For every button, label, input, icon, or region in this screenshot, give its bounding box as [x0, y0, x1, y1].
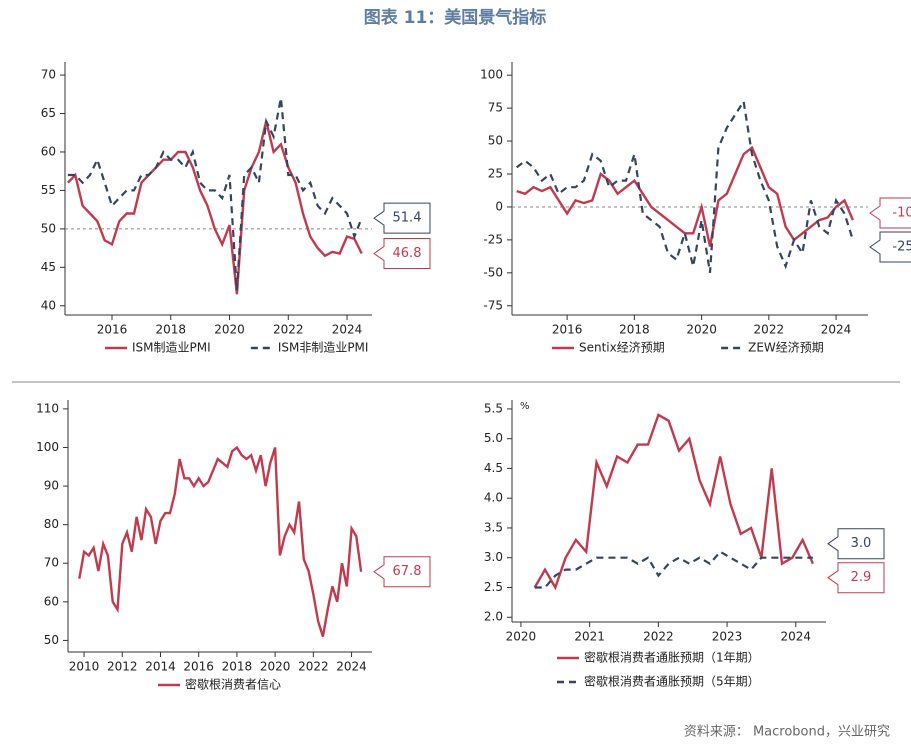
callout-label: 51.4 — [393, 211, 422, 226]
y-tick-label: 100 — [480, 68, 503, 82]
x-tick-label: 2018 — [222, 660, 253, 674]
x-tick-label: 2014 — [145, 660, 176, 674]
x-tick-label: 2023 — [712, 630, 743, 644]
y-tick-label: 5.0 — [484, 431, 503, 445]
x-tick-label: 2020 — [260, 660, 291, 674]
callout-label: 46.8 — [393, 246, 422, 261]
callout-label: -25 — [892, 240, 911, 255]
x-tick-label: 2024 — [336, 660, 367, 674]
legend-label: ZEW经济预期 — [748, 340, 824, 355]
x-tick-label: 2016 — [552, 323, 583, 337]
y-tick-label: 25 — [488, 167, 503, 181]
legend-label: ISM非制造业PMI — [278, 341, 369, 355]
x-tick-label: 2022 — [643, 630, 674, 644]
series-line — [516, 145, 855, 247]
callout-box — [373, 202, 431, 234]
y-tick-label: 65 — [41, 106, 56, 120]
x-tick-label: 2016 — [183, 660, 214, 674]
series-line — [78, 445, 363, 637]
legend-label: 密歇根消费者通胀预期（5年期） — [584, 674, 760, 689]
legend-label: 密歇根消费者通胀预期（1年期） — [584, 650, 760, 665]
y-tick-label: 100 — [36, 440, 59, 454]
y-tick-label: 3.5 — [484, 520, 503, 534]
series-line — [534, 550, 813, 589]
y-tick-label: 60 — [44, 594, 59, 608]
x-tick-label: 2010 — [69, 660, 100, 674]
y-tick-label: 50 — [41, 221, 56, 235]
y-tick-label: 0 — [495, 199, 503, 213]
x-tick-label: 2020 — [506, 630, 537, 644]
y-tick-label: 2.5 — [484, 580, 503, 594]
x-tick-label: 2020 — [686, 323, 717, 337]
y-tick-label: 90 — [44, 479, 59, 493]
source: 资料来源： Macrobond，兴业研究 — [684, 725, 890, 740]
y-tick-label: 4.5 — [484, 461, 503, 475]
y-tick-label: 5.5 — [484, 401, 503, 415]
series-line — [67, 97, 363, 291]
callout-box — [869, 197, 911, 229]
x-tick-label: 2021 — [574, 630, 605, 644]
callout-label: -10 — [892, 206, 911, 221]
x-tick-label: 2022 — [273, 323, 304, 337]
y-tick-label: 70 — [44, 556, 59, 570]
y-tick-label: 110 — [36, 401, 59, 415]
y-tick-label: 2.0 — [484, 610, 503, 624]
callout-box — [373, 237, 431, 269]
x-tick-label: 2018 — [155, 323, 186, 337]
callout-label: 3.0 — [851, 536, 872, 551]
x-tick-label: 2024 — [780, 630, 811, 644]
legend-label: ISM制造业PMI — [132, 341, 211, 355]
y-tick-label: 40 — [41, 298, 56, 312]
callout-box — [827, 562, 885, 594]
y-tick-label: -25 — [483, 232, 503, 246]
callout-box — [373, 556, 431, 588]
x-tick-label: 2022 — [298, 660, 329, 674]
y-tick-label: 4.0 — [484, 491, 503, 505]
y-tick-label: 55 — [41, 183, 56, 197]
series-line — [516, 98, 854, 273]
series-line — [67, 120, 363, 295]
x-tick-label: 2024 — [821, 323, 852, 337]
callout-label: 67.8 — [393, 564, 422, 579]
y-tick-label: 80 — [44, 517, 59, 531]
y-tick-label: 50 — [44, 633, 59, 647]
x-tick-label: 2022 — [754, 323, 785, 337]
y-tick-label: 75 — [488, 101, 503, 115]
x-tick-label: 2024 — [332, 323, 363, 337]
series-line — [533, 413, 815, 591]
y-tick-label: -75 — [483, 298, 503, 312]
y-tick-label: 50 — [488, 134, 503, 148]
callout-box — [869, 231, 911, 263]
x-tick-label: 2020 — [214, 323, 245, 337]
legend-label: Sentix经济预期 — [579, 340, 665, 355]
x-tick-label: 2018 — [619, 323, 650, 337]
y-tick-label: 3.0 — [484, 550, 503, 564]
x-tick-label: 2012 — [107, 660, 138, 674]
callout-label: 2.9 — [851, 570, 872, 585]
y-tick-label: 45 — [41, 260, 56, 274]
unit-label: % — [520, 401, 530, 412]
y-tick-label: -50 — [483, 265, 503, 279]
callout-box — [827, 528, 885, 560]
x-tick-label: 2016 — [97, 323, 128, 337]
y-tick-label: 70 — [41, 68, 56, 82]
legend-label: 密歇根消费者信心 — [185, 677, 281, 692]
page-title: 图表 11：美国景气指标 — [364, 7, 547, 28]
y-tick-label: 60 — [41, 144, 56, 158]
